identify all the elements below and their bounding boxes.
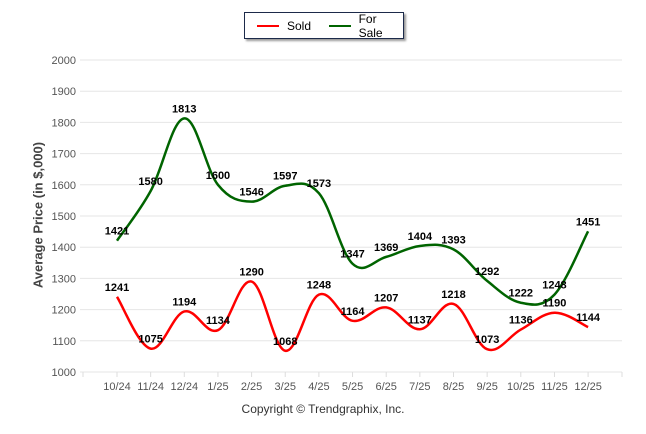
data-label-for-sale: 1451: [576, 216, 600, 228]
x-tick-label: 8/25: [443, 381, 464, 393]
y-axis-title: Average Price (in $,000): [30, 141, 46, 289]
copyright-footer: Copyright © Trendgraphix, Inc.: [241, 402, 405, 416]
y-tick-label: 1000: [52, 367, 76, 379]
x-tick-label: 10/25: [507, 381, 535, 393]
legend-item-sold[interactable]: Sold: [257, 19, 311, 33]
x-tick-label: 5/25: [342, 381, 363, 393]
grid: [80, 59, 622, 373]
data-label-for-sale: 1369: [374, 242, 398, 254]
x-tick-label: 3/25: [275, 381, 296, 393]
x-tick-label: 7/25: [409, 381, 430, 393]
data-label-sold: 1248: [307, 280, 331, 292]
data-label-sold: 1136: [509, 315, 533, 327]
data-label-sold: 1068: [273, 336, 297, 348]
data-label-for-sale: 1347: [340, 249, 364, 261]
y-tick-label: 1100: [52, 336, 76, 348]
y-tick-label: 1700: [52, 149, 76, 161]
data-label-for-sale: 1393: [441, 234, 465, 246]
data-label-sold: 1144: [576, 312, 601, 324]
data-label-for-sale: 1597: [273, 171, 297, 183]
data-label-sold: 1207: [374, 292, 398, 304]
y-axis: 1000 1100 1200 1300 1400 1500 1600 1700 1800 1900…: [52, 55, 76, 379]
legend: Sold For Sale: [244, 12, 404, 40]
y-tick-label: 1300: [52, 273, 76, 285]
x-tick-label: 11/24: [137, 381, 164, 393]
legend-label-sold: Sold: [287, 18, 312, 33]
data-label-for-sale: 1222: [509, 288, 533, 300]
data-label-sold: 1290: [239, 267, 263, 279]
legend-label-for-sale: For Sale: [358, 11, 383, 40]
data-label-for-sale: 1404: [408, 231, 433, 243]
data-label-sold: 1218: [441, 289, 465, 301]
series-lines: [115, 117, 590, 353]
data-label-for-sale: 1292: [475, 266, 499, 278]
x-tick-label: 6/25: [375, 381, 396, 393]
legend-swatch-sold: [257, 24, 279, 27]
series-line-for-sale: [115, 117, 590, 306]
y-tick-label: 1900: [52, 86, 76, 98]
data-label-sold: 1190: [543, 298, 567, 310]
data-label-for-sale: 1580: [138, 176, 162, 188]
x-tick-label: 2/25: [241, 381, 262, 393]
data-label-sold: 1137: [408, 314, 432, 326]
y-tick-label: 1500: [52, 211, 76, 223]
data-label-for-sale: 1546: [239, 187, 263, 199]
x-tick-label: 11/25: [541, 381, 568, 393]
y-tick-label: 1600: [52, 180, 76, 192]
y-tick-label: 1400: [52, 242, 76, 254]
data-labels: 1241 1075 1194 1134 1290 1068 1248 1164 1207 1137…: [105, 103, 601, 347]
x-tick-label: 4/25: [308, 381, 329, 393]
y-tick-label: 2000: [52, 55, 76, 67]
data-label-for-sale: 1600: [206, 170, 230, 182]
x-tick-label: 10/24: [103, 381, 131, 393]
data-label-for-sale: 1573: [307, 178, 331, 190]
legend-swatch-for-sale: [329, 24, 351, 27]
data-label-sold: 1164: [341, 306, 366, 318]
x-tick-label: 12/25: [574, 381, 602, 393]
data-label-sold: 1073: [475, 334, 499, 346]
y-tick-label: 1800: [52, 117, 76, 129]
data-label-for-sale: 1248: [542, 280, 566, 292]
x-tick-label: 1/25: [207, 381, 228, 393]
data-label-sold: 1194: [172, 296, 197, 308]
data-label-for-sale: 1421: [105, 226, 129, 238]
x-tick-label: 12/24: [171, 381, 199, 393]
legend-item-for-sale[interactable]: For Sale: [329, 12, 403, 40]
y-tick-label: 1200: [52, 305, 76, 317]
x-tick-label: 9/25: [476, 381, 497, 393]
data-label-for-sale: 1813: [172, 103, 196, 115]
data-label-sold: 1075: [138, 334, 162, 346]
series-line-sold: [115, 280, 589, 353]
data-label-sold: 1134: [206, 315, 231, 327]
x-axis: 10/24 11/24 12/24 1/25 2/25 3/25 4/25 5/25 6/25 7…: [80, 371, 623, 393]
data-label-sold: 1241: [105, 282, 129, 294]
